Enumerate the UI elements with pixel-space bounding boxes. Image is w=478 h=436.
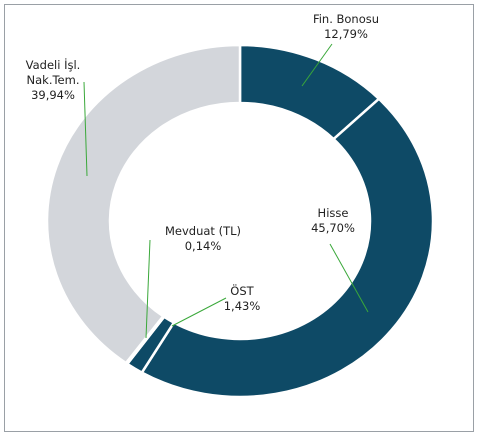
slices: [45, 43, 435, 399]
slice-label: Fin. Bonosu 12,79%: [296, 12, 396, 42]
category-label: ÖST: [230, 284, 254, 298]
value-label: 1,43%: [223, 299, 261, 313]
value-label: 0,14%: [184, 239, 222, 253]
category-label: Fin. Bonosu: [312, 12, 380, 26]
category-label: Mevduat (TL): [164, 224, 241, 238]
value-label: 12,79%: [324, 27, 368, 41]
leader-line: [329, 243, 369, 313]
leader-line: [301, 43, 333, 87]
value-label: 39,94%: [31, 88, 75, 102]
category-label: Vadeli İşl. Nak.Tem.: [25, 58, 81, 87]
slice-label: ÖST 1,43%: [212, 284, 272, 314]
donut-slice: [140, 97, 435, 399]
slice-label: Hisse 45,70%: [293, 206, 373, 236]
leader-line: [83, 81, 88, 177]
slice-label: Mevduat (TL) 0,14%: [153, 224, 253, 254]
slice-label: Vadeli İşl. Nak.Tem. 39,94%: [14, 58, 92, 103]
frame: [4, 4, 474, 432]
category-label: Hisse: [317, 206, 349, 220]
value-label: 45,70%: [311, 221, 355, 235]
donut-slice: [45, 43, 242, 365]
leader-line: [145, 239, 151, 339]
leader-lines: [83, 43, 369, 339]
leader-line: [171, 297, 227, 327]
